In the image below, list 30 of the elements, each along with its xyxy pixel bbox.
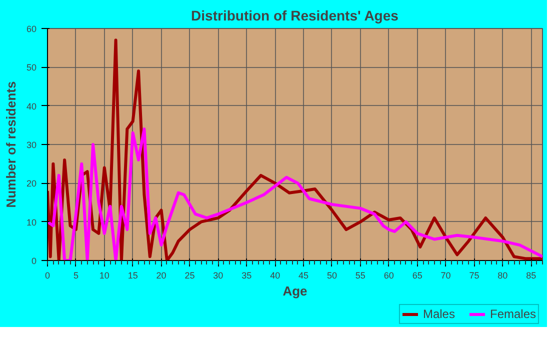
x-tick-label: 40 xyxy=(270,270,280,280)
legend-label: Males xyxy=(422,307,455,321)
x-tick-label: 0 xyxy=(44,270,50,280)
y-tick-label: 10 xyxy=(26,217,37,228)
x-tick-label: 65 xyxy=(412,270,422,280)
x-tick-label: 60 xyxy=(384,270,394,280)
legend-label: Females xyxy=(490,307,536,321)
y-tick-label: 60 xyxy=(26,24,37,34)
x-tick-label: 70 xyxy=(440,270,451,280)
x-tick-label: 35 xyxy=(242,270,252,280)
x-tick-label: 25 xyxy=(184,270,195,280)
x-axis-title: Age xyxy=(282,284,308,298)
x-tick-label: 15 xyxy=(128,270,138,280)
x-tick-label: 30 xyxy=(213,270,224,280)
x-tick-label: 75 xyxy=(469,270,480,280)
x-tick-label: 85 xyxy=(526,270,536,280)
y-tick-label: 30 xyxy=(26,140,37,150)
x-tick-label: 55 xyxy=(355,270,366,280)
x-tick-label: 80 xyxy=(498,270,508,280)
y-tick-label: 50 xyxy=(26,62,37,73)
y-axis-title: Number of residents xyxy=(3,81,18,208)
y-tick-label: 40 xyxy=(26,101,37,112)
y-tick-label: 0 xyxy=(31,256,37,266)
y-tick-label: 20 xyxy=(26,178,37,189)
x-tick-label: 20 xyxy=(156,270,166,280)
x-tick-label: 10 xyxy=(99,270,110,280)
chart-title: Distribution of Residents' Ages xyxy=(191,8,399,24)
x-tick-label: 50 xyxy=(326,270,337,280)
x-tick-label: 5 xyxy=(73,270,78,280)
x-tick-label: 45 xyxy=(298,270,309,280)
